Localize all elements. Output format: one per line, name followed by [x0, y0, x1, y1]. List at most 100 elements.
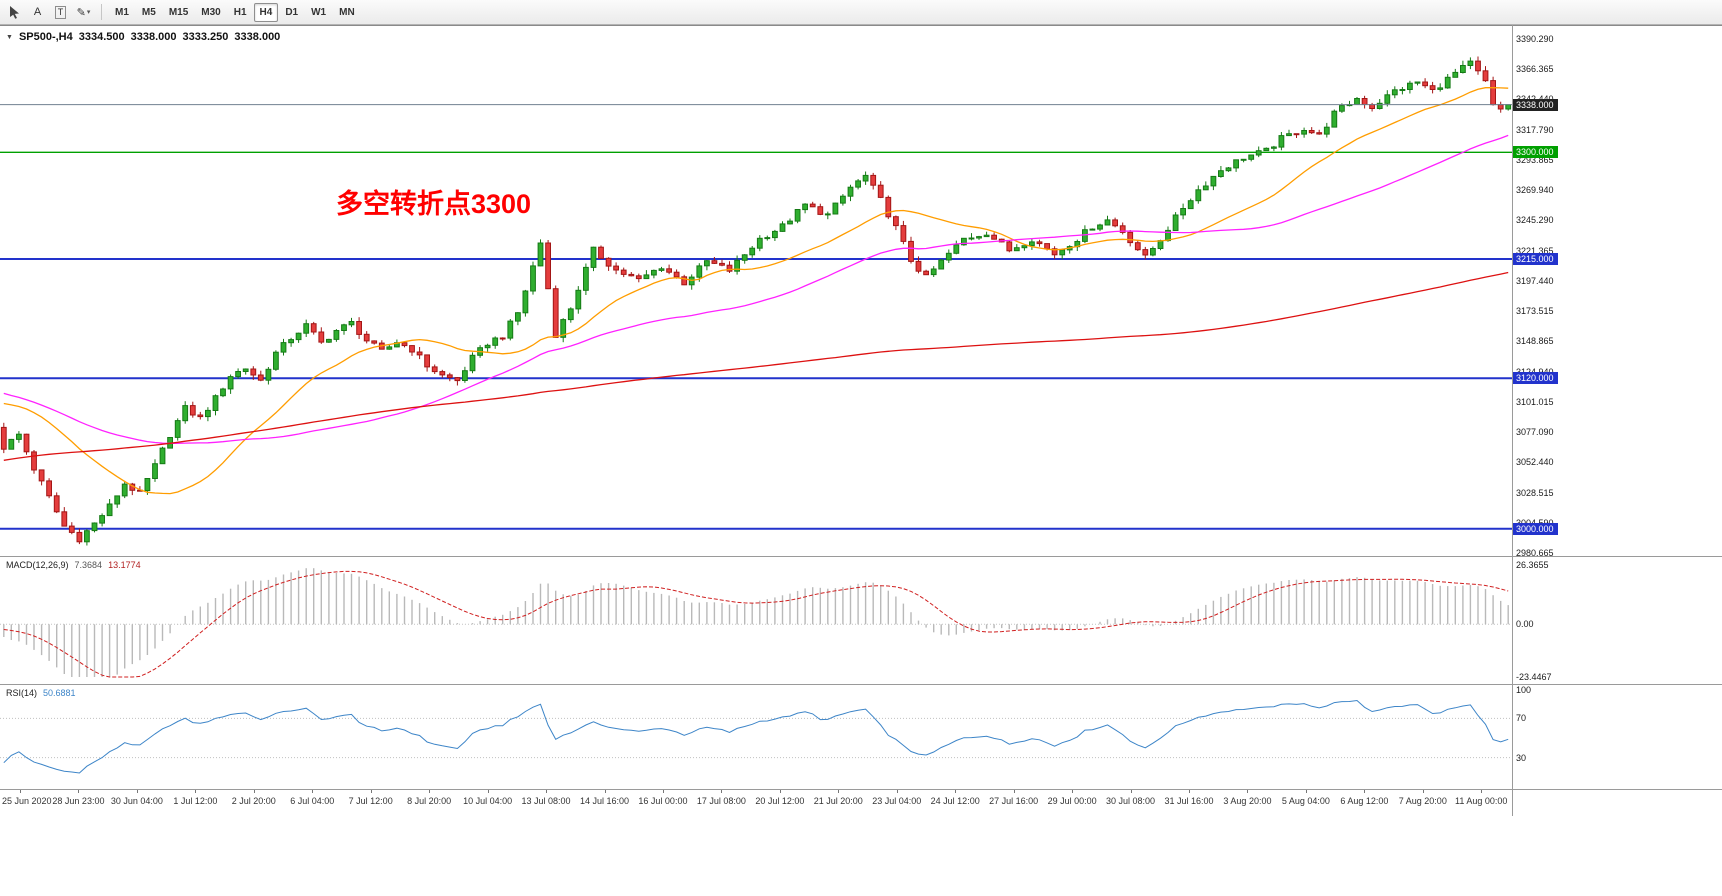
time-tick: [20, 790, 21, 793]
price-chart[interactable]: [0, 26, 1722, 557]
time-axis-label: 11 Aug 00:00: [1455, 796, 1508, 806]
time-tick: [1364, 790, 1366, 793]
price-axis-label: 3197.440: [1516, 275, 1554, 286]
macd-chart[interactable]: [0, 557, 1722, 685]
text-label-icon: A: [33, 6, 42, 18]
text-box-icon: T: [54, 5, 67, 19]
quote-open: 3334.500: [78, 31, 125, 43]
macd-panel: MACD(12,26,9) 7.3684 13.1774 26.3655 0.00…: [0, 556, 1722, 684]
time-tick: [429, 790, 431, 793]
time-axis-label: 27 Jul 16:00: [989, 796, 1039, 806]
rsi-axis-label: 100: [1516, 685, 1532, 695]
time-tick: [896, 790, 898, 793]
time-tick: [779, 790, 781, 793]
macd-main-value: 7.3684: [74, 560, 103, 570]
price-axis-label: 3269.940: [1516, 185, 1554, 196]
time-tick: [195, 790, 197, 793]
time-tick: [1305, 790, 1307, 793]
quote-low: 3333.250: [182, 31, 229, 43]
timeframe-button-m1[interactable]: M1: [115, 6, 129, 18]
price-axis-label: 3124.940: [1516, 367, 1554, 377]
macd-title: MACD(12,26,9): [6, 560, 69, 570]
timeframe-button-m15[interactable]: M15: [168, 6, 189, 18]
time-axis[interactable]: 25 Jun 2020 28 Jun 23:00 30 Jun 04:00 1 Jul…: [0, 789, 1722, 816]
rsi-value: 50.6881: [43, 688, 76, 698]
time-tick: [136, 790, 138, 793]
time-axis-label: 25 Jun 2020: [2, 796, 52, 806]
macd-axis-label: 0.00: [1516, 619, 1534, 630]
price-axis-label: 3245.290: [1516, 215, 1554, 226]
price-axis-label: 3221.365: [1516, 245, 1554, 256]
timeframe-button-d1[interactable]: D1: [285, 6, 299, 18]
time-tick: [78, 790, 80, 793]
time-axis-label: 8 Jul 20:00: [407, 796, 452, 806]
time-axis-label: 6 Jul 04:00: [290, 796, 335, 806]
rsi-title: RSI(14): [6, 688, 38, 698]
time-axis-label: 21 Jul 20:00: [813, 796, 863, 806]
price-badge: 3300.000: [1513, 146, 1558, 159]
pencil-icon: ✎: [76, 6, 86, 19]
time-tick: [1072, 790, 1074, 793]
macd-axis-label: -23.4467: [1516, 672, 1552, 682]
price-badge: 3120.000: [1513, 372, 1558, 385]
time-tick: [1422, 790, 1424, 793]
timeframe-button-w1[interactable]: W1: [311, 6, 327, 18]
time-axis-label: 1 Jul 12:00: [173, 796, 218, 806]
cursor-tool-button[interactable]: [4, 3, 25, 22]
time-tick: [662, 790, 664, 793]
timeframe-group: M1 M5 M15 M30 H1 H4 D1 W1 MN: [109, 2, 361, 22]
time-tick: [546, 790, 548, 793]
rsi-panel: RSI(14) 50.6881 100 70 30: [0, 684, 1722, 789]
timeframe-button-h4[interactable]: H4: [253, 2, 279, 22]
time-tick: [1189, 790, 1190, 793]
quote-high: 3338.000: [130, 31, 177, 43]
time-axis-label: 31 Jul 16:00: [1164, 796, 1214, 806]
rsi-chart[interactable]: [0, 685, 1722, 790]
time-tick: [370, 790, 372, 793]
timeframe-button-m5[interactable]: M5: [141, 6, 156, 18]
time-axis-label: 30 Jul 08:00: [1106, 796, 1156, 806]
price-axis-label: 3173.515: [1516, 306, 1554, 317]
time-tick: [487, 790, 489, 793]
draw-tools-button[interactable]: ✎ ▾: [73, 3, 94, 22]
price-axis-label: 3317.790: [1516, 124, 1554, 135]
macd-signal-value: 13.1774: [108, 560, 141, 570]
price-badge: 3338.000: [1513, 98, 1558, 111]
price-axis-label: 2980.665: [1516, 548, 1554, 558]
toolbar: A T ✎ ▾ M1 M5 M15 M30 H1 H4 D1 W1 MN: [0, 0, 1722, 25]
time-tick: [721, 790, 723, 793]
chart-panel: ▼ SP500-,H4 3334.500 3338.000 3333.250 3…: [0, 25, 1722, 558]
text-label-tool-button[interactable]: A: [27, 3, 48, 22]
time-axis-label: 6 Aug 12:00: [1340, 796, 1389, 806]
time-axis-label: 17 Jul 08:00: [696, 796, 746, 806]
time-axis-label: 3 Aug 20:00: [1223, 796, 1272, 806]
time-tick: [1247, 790, 1249, 793]
time-axis-label: 28 Jun 23:00: [52, 796, 105, 806]
rsi-axis-label: 30: [1516, 752, 1527, 763]
timeframe-button-mn[interactable]: MN: [339, 6, 355, 18]
price-axis-label: 3101.015: [1516, 396, 1554, 407]
price-axis-label: 3028.515: [1516, 487, 1554, 498]
chart-header: ▼ SP500-,H4 3334.500 3338.000 3333.250 3…: [6, 31, 280, 43]
time-axis-label: 5 Aug 04:00: [1281, 796, 1330, 806]
time-tick: [312, 790, 314, 793]
text-box-tool-button[interactable]: T: [50, 3, 71, 22]
expand-quotes-icon[interactable]: ▼: [6, 33, 13, 41]
time-axis-label: 7 Jul 12:00: [348, 796, 393, 806]
axis-divider: [1512, 25, 1513, 816]
toolbar-separator: [101, 4, 102, 20]
time-tick: [1013, 790, 1015, 793]
macd-axis-label: 26.3655: [1516, 560, 1549, 570]
time-axis-label: 14 Jul 16:00: [579, 796, 630, 806]
time-tick: [1481, 790, 1483, 793]
time-tick: [838, 790, 840, 793]
timeframe-button-h1[interactable]: H1: [233, 6, 247, 18]
time-tick: [1130, 790, 1132, 793]
price-axis-label: 3390.290: [1516, 34, 1554, 44]
time-tick: [253, 790, 255, 793]
price-axis-label: 3148.865: [1516, 336, 1554, 347]
timeframe-button-m30[interactable]: M30: [201, 6, 221, 18]
rsi-axis-label: 70: [1516, 713, 1527, 724]
time-axis-label: 29 Jul 00:00: [1047, 796, 1097, 806]
time-axis-label: 7 Aug 20:00: [1398, 796, 1447, 806]
